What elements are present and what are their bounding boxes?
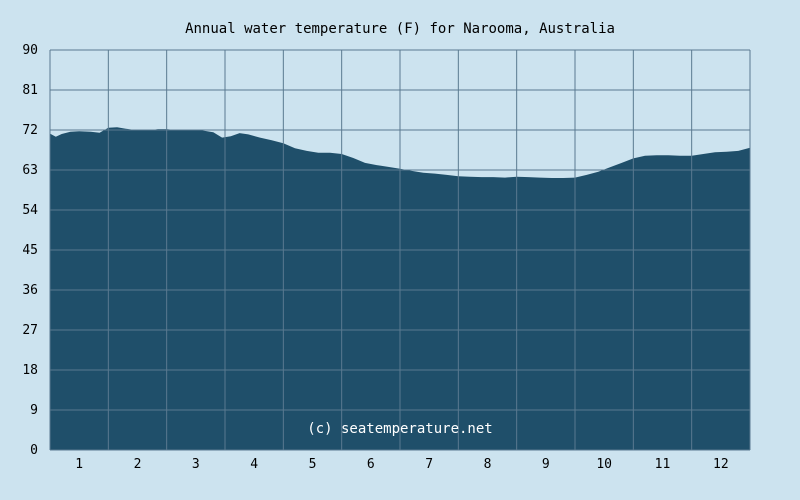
x-tick-label: 11: [655, 457, 671, 472]
y-tick-label: 9: [30, 403, 38, 418]
x-tick-label: 6: [367, 457, 375, 472]
x-tick-label: 3: [192, 457, 200, 472]
x-tick-label: 5: [309, 457, 317, 472]
chart-title: Annual water temperature (F) for Narooma…: [185, 21, 615, 37]
y-tick-label: 27: [22, 323, 38, 338]
x-tick-label: 7: [425, 457, 433, 472]
y-tick-label: 72: [22, 123, 38, 138]
x-tick-label: 1: [75, 457, 83, 472]
y-tick-label: 90: [22, 43, 38, 58]
y-tick-label: 0: [30, 443, 38, 458]
y-tick-label: 36: [22, 283, 38, 298]
y-tick-label: 54: [22, 203, 38, 218]
copyright-annotation: (c) seatemperature.net: [307, 421, 492, 437]
x-tick-label: 12: [713, 457, 729, 472]
x-tick-label: 4: [250, 457, 258, 472]
x-tick-label: 2: [134, 457, 142, 472]
y-tick-label: 18: [22, 363, 38, 378]
y-tick-label: 81: [22, 83, 38, 98]
y-tick-label: 45: [22, 243, 38, 258]
x-tick-label: 8: [484, 457, 492, 472]
grid: [49, 49, 751, 451]
x-axis-ticks: 1 2 3 4 5 6 7 8 9 10 11 12: [75, 457, 728, 472]
y-tick-label: 63: [22, 163, 38, 178]
y-axis-ticks: 0 9 18 27 36 45 54 63 72 81 90: [22, 43, 38, 458]
x-tick-label: 9: [542, 457, 550, 472]
x-tick-label: 10: [596, 457, 612, 472]
